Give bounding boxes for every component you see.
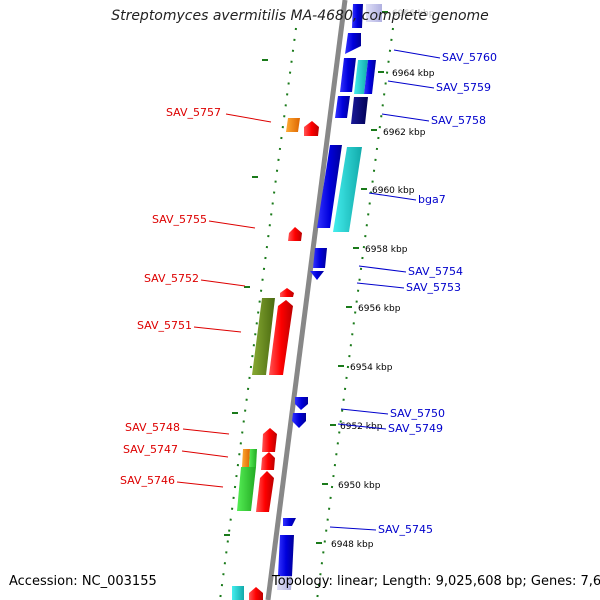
gene-sav-5754[interactable] [313, 248, 327, 268]
gene-sav-5748[interactable] [262, 428, 277, 452]
gene-bottom-red[interactable] [249, 587, 263, 600]
gene-bga7b[interactable] [333, 147, 362, 232]
gene-sav-5749[interactable] [292, 413, 306, 428]
left-leaders [176, 113, 272, 488]
right-leaders [329, 49, 441, 531]
scale-label: 6964 kbp [392, 69, 435, 79]
gene-label[interactable]: SAV_5758 [431, 114, 486, 127]
gene-pale-bottom [277, 576, 292, 590]
scale-label: 6958 kbp [365, 245, 408, 255]
gene-sav-5759[interactable] [340, 58, 356, 92]
scale-label: 6950 kbp [338, 481, 381, 491]
genes-right-strand [277, 4, 382, 590]
scale-label: 6962 kbp [383, 128, 426, 138]
gene-label[interactable]: SAV_5755 [152, 213, 207, 226]
gene-sav-5752[interactable] [280, 288, 294, 297]
scale-label: 6966 kbp [392, 9, 435, 19]
gene-label[interactable]: SAV_5749 [388, 422, 443, 435]
gene-label[interactable]: SAV_5757 [166, 106, 221, 119]
topology-text: Topology: linear; Length: 9,025,608 bp; … [272, 574, 600, 589]
scale-label: 6948 kbp [331, 540, 374, 550]
accession-text: Accession: NC_003155 [9, 574, 157, 589]
gene-label[interactable]: SAV_5746 [120, 474, 175, 487]
scale-ticks [224, 11, 388, 544]
gene-sav-5757[interactable] [286, 118, 300, 132]
gene-sav-5746[interactable] [237, 467, 256, 511]
gene-label[interactable]: SAV_5753 [406, 281, 461, 294]
gene-sav-5753[interactable] [310, 271, 324, 280]
gene-sav-5744[interactable] [278, 535, 294, 576]
backbone [265, 0, 348, 600]
gene-sav-5759c[interactable] [364, 60, 376, 94]
scale-label: 6954 kbp [350, 363, 393, 373]
gene-sav-5755[interactable] [288, 227, 302, 241]
gene-sav-5758b[interactable] [351, 97, 368, 124]
gene-sav-5751b[interactable] [269, 300, 293, 375]
right-gene-labels: SAV_5760 SAV_5759 SAV_5758 bga7 SAV_5754… [378, 51, 497, 536]
gene-sav-5745[interactable] [283, 518, 296, 526]
scale-label: 6960 kbp [372, 186, 415, 196]
gene-label[interactable]: SAV_5748 [125, 421, 180, 434]
scale-labels: 6966 kbp 6964 kbp 6962 kbp 6960 kbp 6958… [331, 9, 435, 550]
gene-label[interactable]: SAV_5759 [436, 81, 491, 94]
gene-label[interactable]: SAV_5751 [137, 319, 192, 332]
gene-sav-5747b[interactable] [249, 449, 257, 467]
gene-sav-5759b[interactable] [354, 60, 368, 94]
genes-left-strand [232, 118, 319, 600]
gene-label[interactable]: SAV_5747 [123, 443, 178, 456]
gene-sav-5747[interactable] [242, 449, 250, 467]
gene-sav-5760[interactable] [345, 33, 361, 54]
gene-sav-5760b[interactable] [352, 4, 363, 28]
gene-bga7[interactable] [317, 145, 342, 228]
gene-label[interactable]: SAV_5760 [442, 51, 497, 64]
gene-label[interactable]: bga7 [418, 193, 446, 206]
gene-sav-5757b[interactable] [304, 121, 319, 136]
gene-sav-5747c[interactable] [261, 452, 275, 470]
gene-bottom-cyan[interactable] [232, 586, 244, 600]
gene-sav-5760[interactable] [366, 4, 382, 22]
gene-sav-5751[interactable] [252, 298, 275, 375]
gene-label[interactable]: SAV_5750 [390, 407, 445, 420]
scale-label: 6952 kbp [340, 422, 383, 432]
gene-label[interactable]: SAV_5752 [144, 272, 199, 285]
scale-label: 6956 kbp [358, 304, 401, 314]
gene-label[interactable]: SAV_5745 [378, 523, 433, 536]
gene-sav-5758[interactable] [335, 96, 350, 118]
genome-title: Streptomyces avermitilis MA-4680, comple… [111, 8, 489, 24]
gene-sav-5750[interactable] [295, 397, 308, 410]
gene-sav-5746b[interactable] [256, 471, 274, 512]
gene-label[interactable]: SAV_5754 [408, 265, 463, 278]
left-gene-labels: SAV_5757 SAV_5755 SAV_5752 SAV_5751 SAV_… [120, 106, 221, 487]
